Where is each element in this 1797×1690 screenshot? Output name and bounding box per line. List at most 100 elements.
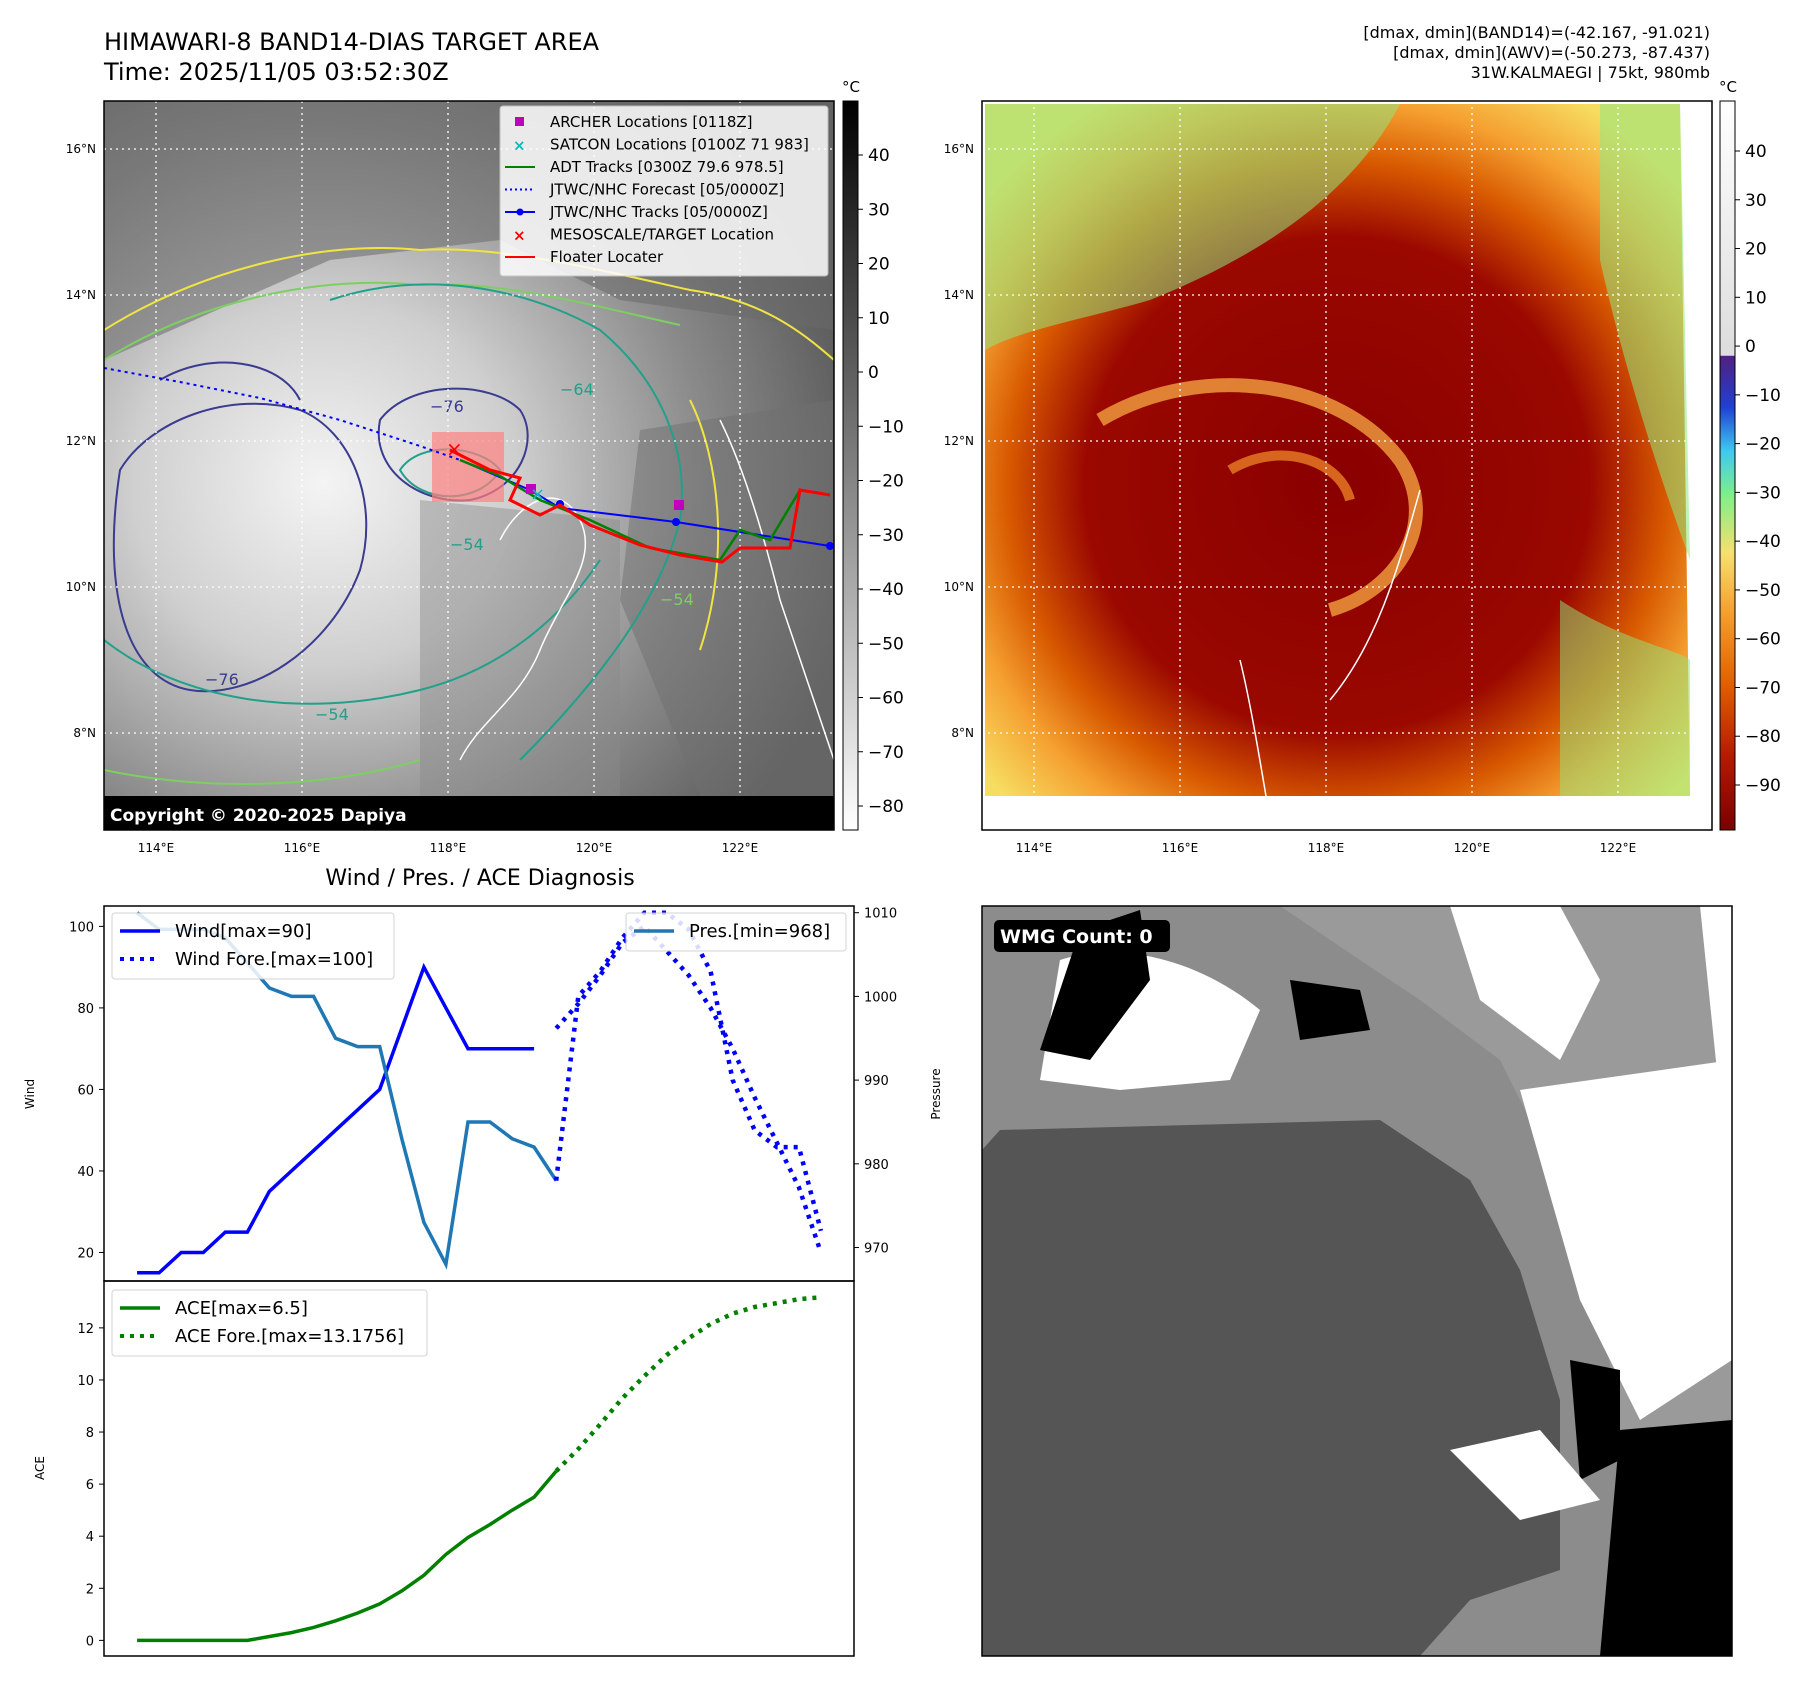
y-right-tick-label: 970 bbox=[864, 1242, 889, 1257]
legend-label: ACE Fore.[max=13.1756] bbox=[175, 1326, 404, 1347]
legend-entry: JTWC/NHC Forecast [05/0000Z] bbox=[505, 181, 784, 199]
lon-label: 114°E bbox=[1016, 841, 1053, 855]
legend-label: Wind[max=90] bbox=[175, 921, 312, 942]
legend-label: ADT Tracks [0300Z 79.6 978.5] bbox=[550, 158, 784, 176]
legend-label: ARCHER Locations [0118Z] bbox=[550, 113, 753, 131]
colorbar-tick-label: 20 bbox=[1745, 240, 1767, 260]
info-line-2: [dmax, dmin](AWV)=(-50.273, -87.437) bbox=[1393, 43, 1710, 62]
map-legend: ARCHER Locations [0118Z] × SATCON Location… bbox=[499, 105, 829, 277]
lon-label: 118°E bbox=[430, 841, 467, 855]
colorbar-tick-label: −70 bbox=[868, 743, 904, 763]
legend-label: ACE[max=6.5] bbox=[175, 1298, 308, 1319]
contour-label: −64 bbox=[560, 380, 594, 399]
colorbar-tick-label: 20 bbox=[868, 255, 890, 275]
wind-series bbox=[137, 962, 535, 1275]
legend-marker bbox=[515, 117, 524, 126]
colorbar-tick-label: −90 bbox=[1745, 776, 1781, 796]
legend-marker: × bbox=[513, 137, 526, 155]
colorbar-tick-label: −60 bbox=[868, 689, 904, 709]
y-tick-label: 10 bbox=[77, 1374, 94, 1389]
lat-label: 16°N bbox=[66, 142, 96, 156]
colorbar-tick-label: −60 bbox=[1745, 630, 1781, 650]
awv-lat-labels: 16°N 14°N 12°N 10°N 8°N bbox=[944, 142, 974, 740]
legend-marker-dot bbox=[516, 208, 524, 216]
wmg-panel: WMG Count: 0 bbox=[981, 905, 1733, 1657]
lat-label: 16°N bbox=[944, 142, 974, 156]
ace-fore--series bbox=[554, 1295, 822, 1473]
wind-axis-label: Wind bbox=[23, 1079, 37, 1109]
lat-label: 14°N bbox=[944, 288, 974, 302]
legend-label: MESOSCALE/TARGET Location bbox=[550, 226, 774, 244]
legend-label: Floater Locater bbox=[550, 248, 664, 266]
colorbar-tick-label: 40 bbox=[1745, 142, 1767, 162]
y-tick-label: 80 bbox=[77, 1002, 94, 1017]
colorbar-unit: °C bbox=[842, 78, 860, 96]
pressure-axis-label: Pressure bbox=[929, 1068, 943, 1119]
y-tick-label: 0 bbox=[86, 1634, 94, 1649]
wind-legend: Wind[max=90] Wind Fore.[max=100] bbox=[111, 912, 395, 980]
colorbar-tick-label: 10 bbox=[1745, 288, 1767, 308]
lon-label: 122°E bbox=[722, 841, 759, 855]
awv-map-frame bbox=[981, 100, 1713, 831]
ace-legend: ACE[max=6.5] ACE Fore.[max=13.1756] bbox=[111, 1289, 428, 1357]
colorbar-tick-label: −10 bbox=[868, 417, 904, 437]
y-right-tick-label: 1000 bbox=[864, 990, 897, 1005]
legend-entry: JTWC/NHC Tracks [05/0000Z] bbox=[505, 203, 768, 221]
lon-label: 120°E bbox=[1454, 841, 1491, 855]
ace-series bbox=[137, 1469, 558, 1643]
colorbar-tick-label: −80 bbox=[868, 797, 904, 817]
awv-lon-labels: 114°E 116°E 118°E 120°E 122°E bbox=[1016, 841, 1637, 855]
forecast-series bbox=[553, 910, 824, 1232]
wmg-count-badge bbox=[994, 920, 1170, 952]
pressure-legend: Pres.[min=968] bbox=[625, 912, 847, 952]
colorbar-tick-label: −40 bbox=[1745, 532, 1781, 552]
awv-colorbar: °C 40 30 20 10 0 −10 −20 −30 −40 −50 −60 −70 −80 −90 bbox=[1719, 78, 1781, 831]
y-tick-label: 60 bbox=[77, 1083, 94, 1098]
legend-marker: × bbox=[513, 227, 526, 245]
legend-entry: Floater Locater bbox=[505, 248, 664, 266]
contour-label: −76 bbox=[430, 397, 464, 416]
copyright-bar bbox=[104, 796, 834, 830]
wmg-count-label: WMG Count: 0 bbox=[1000, 926, 1153, 948]
colorbar-tick-label: 0 bbox=[868, 363, 879, 383]
legend-entry: ADT Tracks [0300Z 79.6 978.5] bbox=[505, 158, 784, 176]
satcon-marker: × bbox=[530, 484, 545, 505]
lon-label: 116°E bbox=[284, 841, 321, 855]
lat-label: 14°N bbox=[66, 288, 96, 302]
lat-label: 12°N bbox=[944, 434, 974, 448]
colorbar-tick-label: −10 bbox=[1745, 386, 1781, 406]
lat-label: 8°N bbox=[951, 726, 974, 740]
y-right-tick-label: 1010 bbox=[864, 907, 897, 922]
info-line-1: [dmax, dmin](BAND14)=(-42.167, -91.021) bbox=[1363, 23, 1710, 42]
ir-lon-labels: 114°E 116°E 118°E 120°E 122°E bbox=[138, 841, 759, 855]
info-line-3: 31W.KALMAEGI | 75kt, 980mb bbox=[1471, 63, 1710, 82]
y-right-tick-label: 980 bbox=[864, 1158, 889, 1173]
ace-axis-label: ACE bbox=[33, 1456, 47, 1480]
copyright-text: Copyright © 2020-2025 Dapiya bbox=[110, 806, 407, 826]
y-right-tick-label: 990 bbox=[864, 1074, 889, 1089]
diagnosis-title: Wind / Pres. / ACE Diagnosis bbox=[325, 866, 634, 891]
ir-lat-labels: 16°N 14°N 12°N 10°N 8°N bbox=[66, 142, 96, 740]
colorbar-tick-label: −70 bbox=[1745, 678, 1781, 698]
colorbar-tick-label: 40 bbox=[868, 146, 890, 166]
lon-label: 120°E bbox=[576, 841, 613, 855]
awv-map-panel: 114°E 116°E 118°E 120°E 122°E 16°N 14°N … bbox=[944, 100, 1713, 855]
legend-entry: ARCHER Locations [0118Z] bbox=[515, 113, 753, 131]
colorbar-tick-label: −30 bbox=[1745, 483, 1781, 503]
colorbar-tick-label: −50 bbox=[1745, 581, 1781, 601]
legend-label: SATCON Locations [0100Z 71 983] bbox=[550, 136, 809, 154]
jtwc-forecast-track bbox=[104, 367, 461, 461]
lon-label: 118°E bbox=[1308, 841, 1345, 855]
legend-label: JTWC/NHC Tracks [05/0000Z] bbox=[549, 203, 768, 221]
ir-colorbar: °C 40 30 20 10 0 −10 −20 −30 −40 −50 −60 −70 −80 bbox=[842, 78, 904, 831]
colorbar-tick-label: 30 bbox=[868, 200, 890, 220]
mesoscale-marker: × bbox=[446, 437, 463, 461]
colorbar-tick-label: −20 bbox=[1745, 435, 1781, 455]
title-line-2: Time: 2025/11/05 03:52:30Z bbox=[103, 58, 449, 86]
legend-label: Pres.[min=968] bbox=[689, 921, 830, 942]
colorbar-tick-label: −80 bbox=[1745, 727, 1781, 747]
ir-map-panel: −76 −64 −76 −54 −54 −54 bbox=[66, 100, 835, 855]
archer-marker bbox=[674, 500, 684, 510]
lat-label: 10°N bbox=[66, 580, 96, 594]
